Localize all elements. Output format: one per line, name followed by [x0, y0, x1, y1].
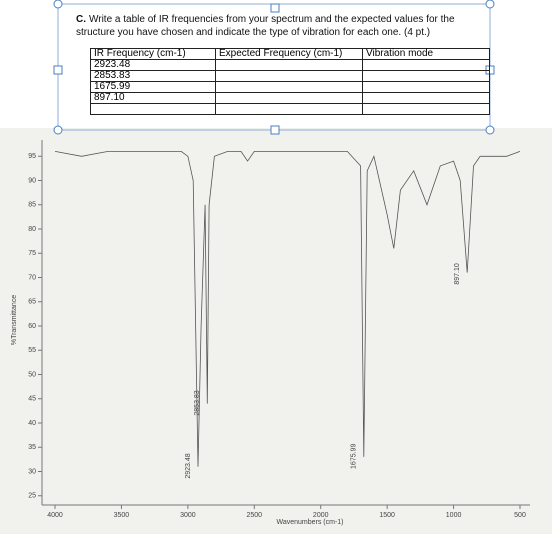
y-tick-label: 30: [28, 468, 36, 475]
handle[interactable]: [53, 0, 63, 9]
handle[interactable]: [53, 65, 63, 75]
y-tick-label: 25: [28, 493, 36, 500]
handle[interactable]: [53, 125, 63, 135]
peak-label: 2923.48: [185, 453, 192, 478]
table-cell: [362, 103, 490, 115]
y-tick-label: 60: [28, 323, 36, 330]
y-tick-label: 50: [28, 371, 36, 378]
y-tick-label: 40: [28, 420, 36, 427]
table-cell: 897.10: [90, 92, 216, 104]
handle[interactable]: [485, 125, 495, 135]
table-cell: [362, 92, 490, 104]
peak-label: 2853.83: [194, 390, 201, 415]
table-row: 2923.48: [90, 59, 490, 71]
handle[interactable]: [485, 0, 495, 9]
question: C. Write a table of IR frequencies from y…: [76, 13, 486, 39]
x-axis-label: Wavenumbers (cm-1): [276, 519, 343, 526]
table-row: 2853.83: [90, 70, 490, 82]
table-cell: [362, 81, 490, 93]
table-cell: [362, 70, 490, 82]
y-axis-label: %Transmittance: [11, 295, 18, 345]
x-tick-label: 2000: [313, 512, 329, 519]
table-row: [90, 103, 490, 115]
photo-background: [0, 128, 552, 534]
table-cell: [90, 103, 216, 115]
table-cell: [215, 92, 363, 104]
question-label: C.: [76, 14, 86, 25]
table-cell: [362, 59, 490, 71]
x-tick-label: 3000: [180, 512, 196, 519]
table-cell: 2923.48: [90, 59, 216, 71]
table-cell: [215, 59, 363, 71]
y-tick-label: 35: [28, 444, 36, 451]
y-tick-label: 65: [28, 299, 36, 306]
table-row: 1675.99: [90, 81, 490, 93]
table-cell: [215, 70, 363, 82]
x-tick-label: 2500: [246, 512, 262, 519]
header-cell: Vibration mode: [362, 48, 490, 60]
peak-label: 1675.99: [351, 444, 358, 469]
y-tick-label: 45: [28, 396, 36, 403]
question-text: Write a table of IR frequencies from you…: [76, 14, 455, 38]
table-cell: 2853.83: [90, 70, 216, 82]
y-tick-label: 85: [28, 202, 36, 209]
y-tick-label: 80: [28, 226, 36, 233]
x-tick-label: 500: [514, 512, 526, 519]
table-cell: [215, 81, 363, 93]
handle[interactable]: [270, 125, 280, 135]
x-tick-label: 1000: [446, 512, 462, 519]
y-tick-label: 75: [28, 250, 36, 257]
handle[interactable]: [270, 3, 280, 13]
x-tick-label: 3500: [114, 512, 130, 519]
header-row: IR Frequency (cm-1) Expected Frequency (…: [90, 48, 490, 60]
table-row: 897.10: [90, 92, 490, 104]
frequency-table: IR Frequency (cm-1) Expected Frequency (…: [90, 48, 490, 115]
spectrum-trace: [54, 151, 521, 467]
x-tick-label: 1500: [379, 512, 395, 519]
x-tick-label: 4000: [47, 512, 63, 519]
y-tick-label: 95: [28, 153, 36, 160]
handles: [53, 0, 495, 135]
peak-label: 897.10: [454, 263, 461, 285]
header-cell: Expected Frequency (cm-1): [215, 48, 363, 60]
y-tick-label: 55: [28, 347, 36, 354]
header-cell: IR Frequency (cm-1): [90, 48, 216, 60]
y-tick-label: 70: [28, 274, 36, 281]
table-cell: 1675.99: [90, 81, 216, 93]
table-cell: [215, 103, 363, 115]
y-tick-label: 90: [28, 177, 36, 184]
